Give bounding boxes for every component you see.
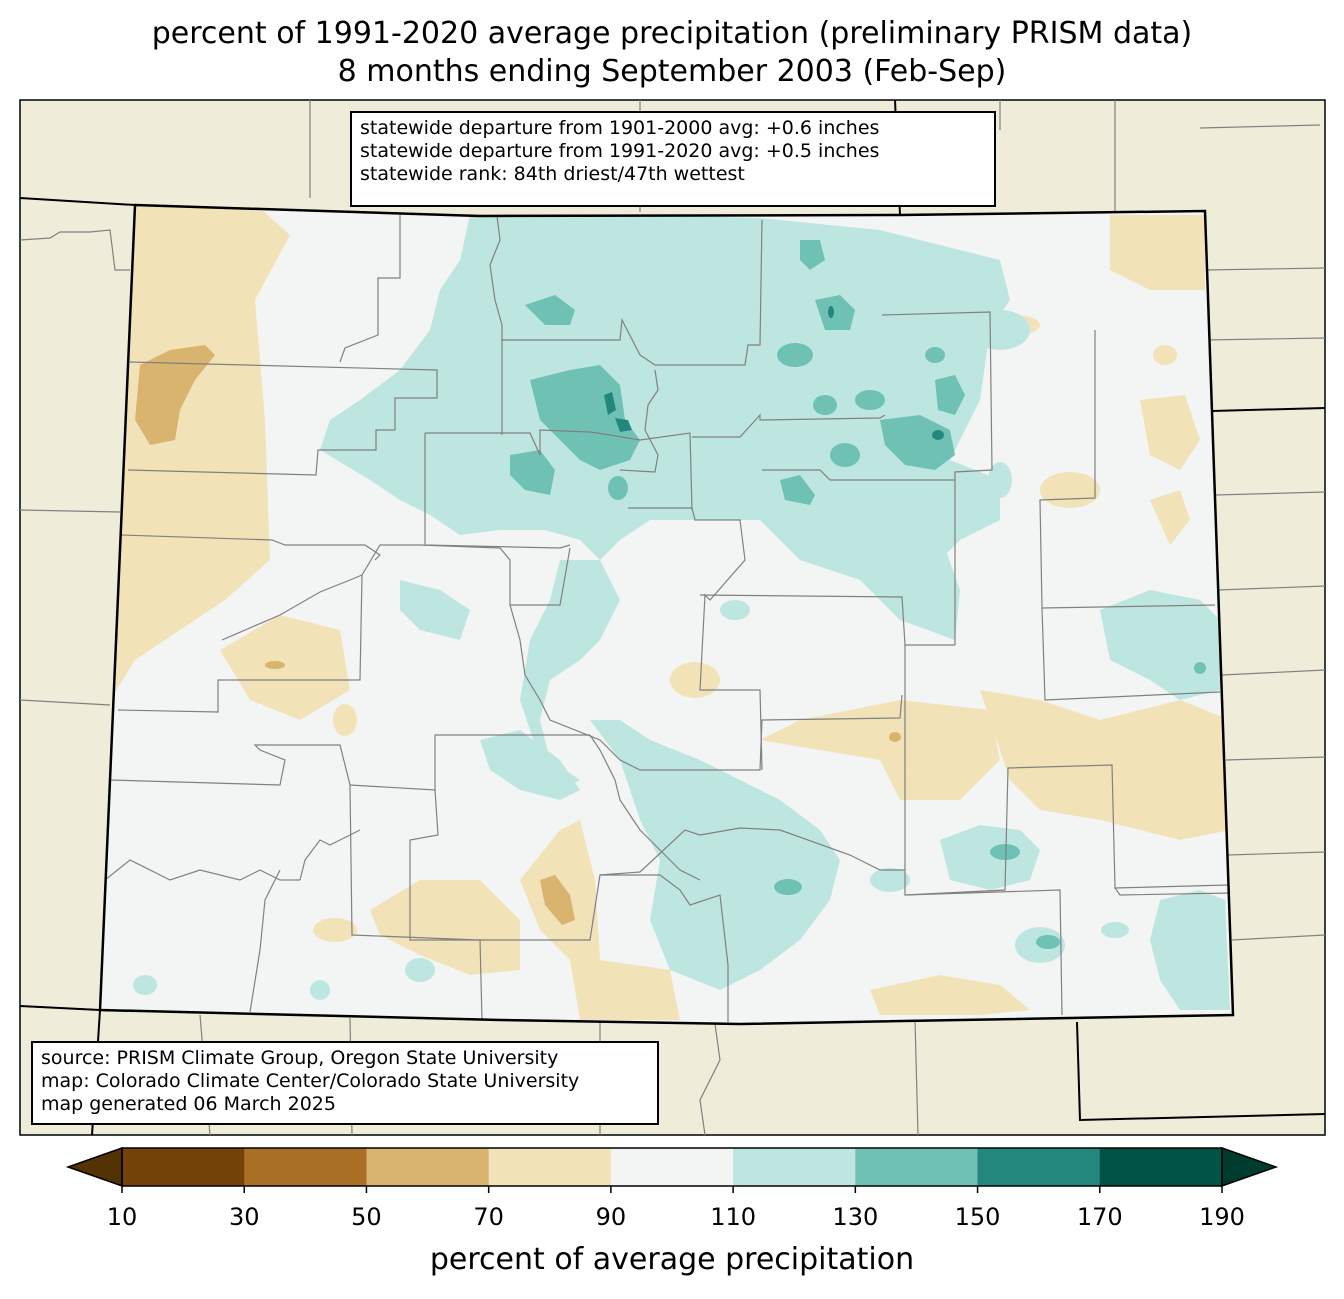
- colorbar-segment: [610, 1148, 734, 1186]
- colorbar-segment: [122, 1148, 245, 1186]
- colorbar-tick-label: 30: [228, 1203, 260, 1231]
- stats-rank: statewide rank: 84th driest/47th wettest: [360, 163, 745, 185]
- colorbar-tick-label: 90: [595, 1203, 627, 1231]
- colorbar-tick-label: 170: [1076, 1203, 1123, 1231]
- colorbar-segment: [366, 1148, 490, 1186]
- map-credit-line: map: Colorado Climate Center/Colorado St…: [41, 1070, 580, 1092]
- colorbar-tick-label: 130: [832, 1203, 879, 1231]
- colorbar-tick-label: 50: [351, 1203, 382, 1231]
- colorbar-segment: [733, 1148, 856, 1186]
- map-title-line1: percent of 1991-2020 average precipitati…: [151, 16, 1193, 51]
- colorbar-tick-label: 190: [1199, 1203, 1245, 1231]
- map-title-line2: 8 months ending September 2003 (Feb-Sep): [337, 54, 1007, 89]
- stats-departure-1991: statewide departure from 1991-2020 avg: …: [360, 140, 880, 162]
- source-credit-box: source: PRISM Climate Group, Oregon Stat…: [31, 1041, 659, 1125]
- colorbar-label: percent of average precipitation: [429, 1242, 915, 1277]
- colorbar-tick-label: 70: [473, 1203, 504, 1231]
- colorbar-segment: [855, 1148, 979, 1186]
- stats-departure-1901: statewide departure from 1901-2000 avg: …: [360, 117, 880, 139]
- colorbar-segment: [244, 1148, 367, 1186]
- statewide-stats-box: statewide departure from 1901-2000 avg: …: [350, 111, 996, 207]
- colorbar-segment: [977, 1148, 1101, 1186]
- colorbar-tick-label: 150: [954, 1203, 1001, 1231]
- colorbar: [65, 1146, 1279, 1193]
- colorbar-frame: [121, 1147, 1223, 1187]
- colorado-border: [98, 203, 1235, 1026]
- county-lines: [104, 215, 1231, 1022]
- colorbar-segment: [1099, 1148, 1223, 1186]
- generated-date-line: map generated 06 March 2025: [41, 1093, 336, 1115]
- colorbar-over-arrow: [1221, 1146, 1279, 1188]
- precipitation-field: [100, 205, 1233, 1024]
- source-line: source: PRISM Climate Group, Oregon Stat…: [41, 1047, 559, 1069]
- colorbar-tick-label: 110: [710, 1203, 757, 1231]
- colorbar-under-arrow: [65, 1146, 123, 1188]
- colorbar-segment: [488, 1148, 612, 1186]
- colorbar-tick-label: 10: [106, 1203, 138, 1231]
